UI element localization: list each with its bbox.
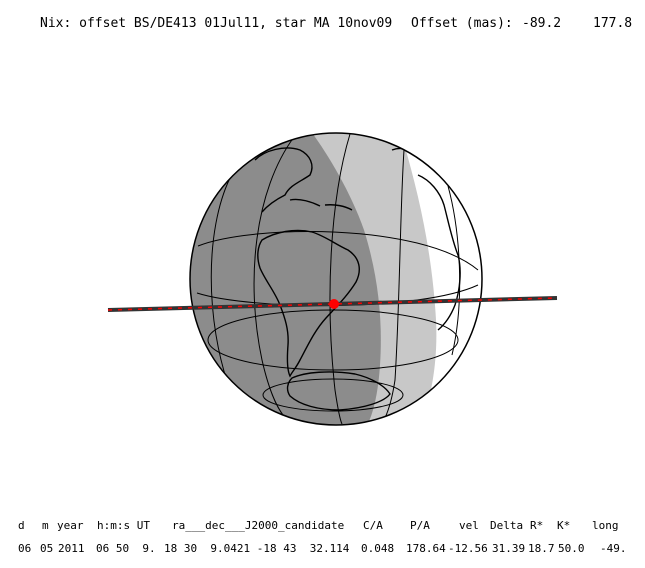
event-table: d m year h:m:s UT ra___dec___J2000_candi… — [0, 515, 645, 565]
closest-approach-marker — [329, 299, 339, 309]
hdr-year: year — [57, 519, 84, 532]
plot-title: Nix: offset BS/DE413 01Jul11, star MA 10… — [0, 8, 645, 32]
val-day: 06 — [18, 542, 32, 555]
offset-label: Offset (mas): — [411, 16, 513, 31]
val-delta: 31.39 — [492, 542, 526, 555]
val-rstar: 18.7 — [528, 542, 555, 555]
val-month: 05 — [40, 542, 54, 555]
val-kstar: 50.0 — [558, 542, 585, 555]
hdr-delta: Delta — [490, 519, 524, 532]
val-vel: -12.56 — [448, 542, 488, 555]
val-time: 06 50 9. — [96, 542, 156, 555]
hdr-ca: C/A — [363, 519, 383, 532]
val-year: 2011 — [58, 542, 85, 555]
hdr-pa: P/A — [410, 519, 430, 532]
title-text: Nix: offset BS/DE413 01Jul11, star MA 10… — [40, 16, 393, 31]
val-long: -49. — [600, 542, 627, 555]
hdr-time: h:m:s UT — [97, 519, 150, 532]
val-radec: 18 30 9.0421 -18 43 32.114 — [164, 542, 350, 555]
shadow-path — [107, 296, 558, 312]
hdr-kstar: K* — [557, 519, 571, 532]
hdr-month: m — [42, 519, 49, 532]
val-pa: 178.64 — [406, 542, 446, 555]
hdr-long: long — [592, 519, 619, 532]
hdr-vel: vel — [459, 519, 479, 532]
hdr-radec: ra___dec___J2000_candidate — [172, 519, 345, 532]
offset-y-value: 177.8 — [593, 16, 633, 31]
hdr-rstar: R* — [530, 519, 544, 532]
val-ca: 0.048 — [361, 542, 395, 555]
offset-x-value: -89.2 — [522, 16, 562, 31]
coastlines — [254, 147, 461, 411]
hdr-day: d — [18, 519, 25, 532]
